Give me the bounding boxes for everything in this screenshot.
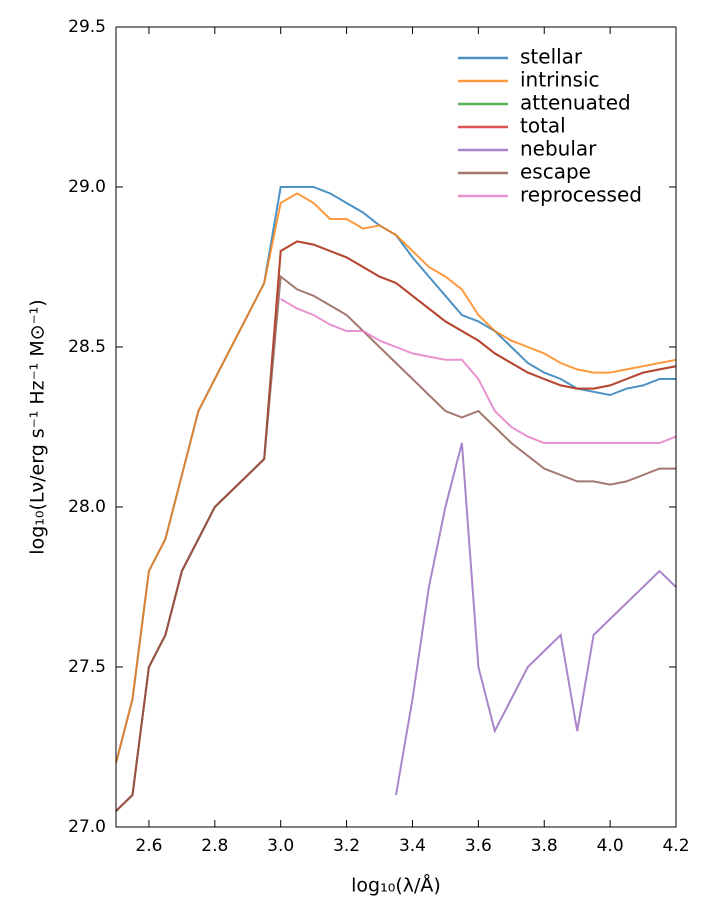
- legend-label: intrinsic: [520, 68, 600, 92]
- legend-label: reprocessed: [520, 183, 642, 207]
- x-tick-label: 3.6: [465, 836, 492, 856]
- x-tick-label: 4.0: [597, 836, 624, 856]
- series-line: [395, 442, 676, 796]
- legend-label: total: [520, 114, 566, 138]
- y-tick-label: 27.5: [68, 657, 106, 677]
- x-tick-label: 3.0: [267, 836, 294, 856]
- series-line: [116, 240, 676, 812]
- plot-frame: [115, 26, 677, 828]
- x-tick-label: 3.4: [399, 836, 426, 856]
- plot-lines: [116, 186, 676, 812]
- x-tick-label: 2.8: [201, 836, 228, 856]
- x-tick-label: 3.2: [333, 836, 360, 856]
- series-line: [116, 240, 676, 812]
- y-tick-label: 29.5: [68, 17, 106, 37]
- y-tick-label: 29.0: [68, 177, 106, 197]
- x-tick-label: 2.6: [135, 836, 162, 856]
- series-line: [116, 274, 676, 812]
- series-line: [280, 298, 676, 444]
- legend-label: stellar: [520, 45, 583, 69]
- y-axis-label: log₁₀(Lν/erg s⁻¹ Hz⁻¹ M⊙⁻¹): [27, 299, 49, 554]
- y-tick-label: 28.5: [68, 337, 106, 357]
- x-axis-label: log₁₀(λ/Å): [351, 874, 441, 897]
- y-tick-label: 27.0: [68, 817, 106, 837]
- x-tick-label: 4.2: [662, 836, 689, 856]
- y-tick-label: 28.0: [68, 497, 106, 517]
- series-line: [116, 186, 676, 764]
- series-line: [116, 192, 676, 764]
- legend-label: escape: [520, 160, 591, 184]
- x-tick-label: 3.8: [531, 836, 558, 856]
- legend-label: nebular: [520, 137, 597, 161]
- legend-label: attenuated: [520, 91, 631, 115]
